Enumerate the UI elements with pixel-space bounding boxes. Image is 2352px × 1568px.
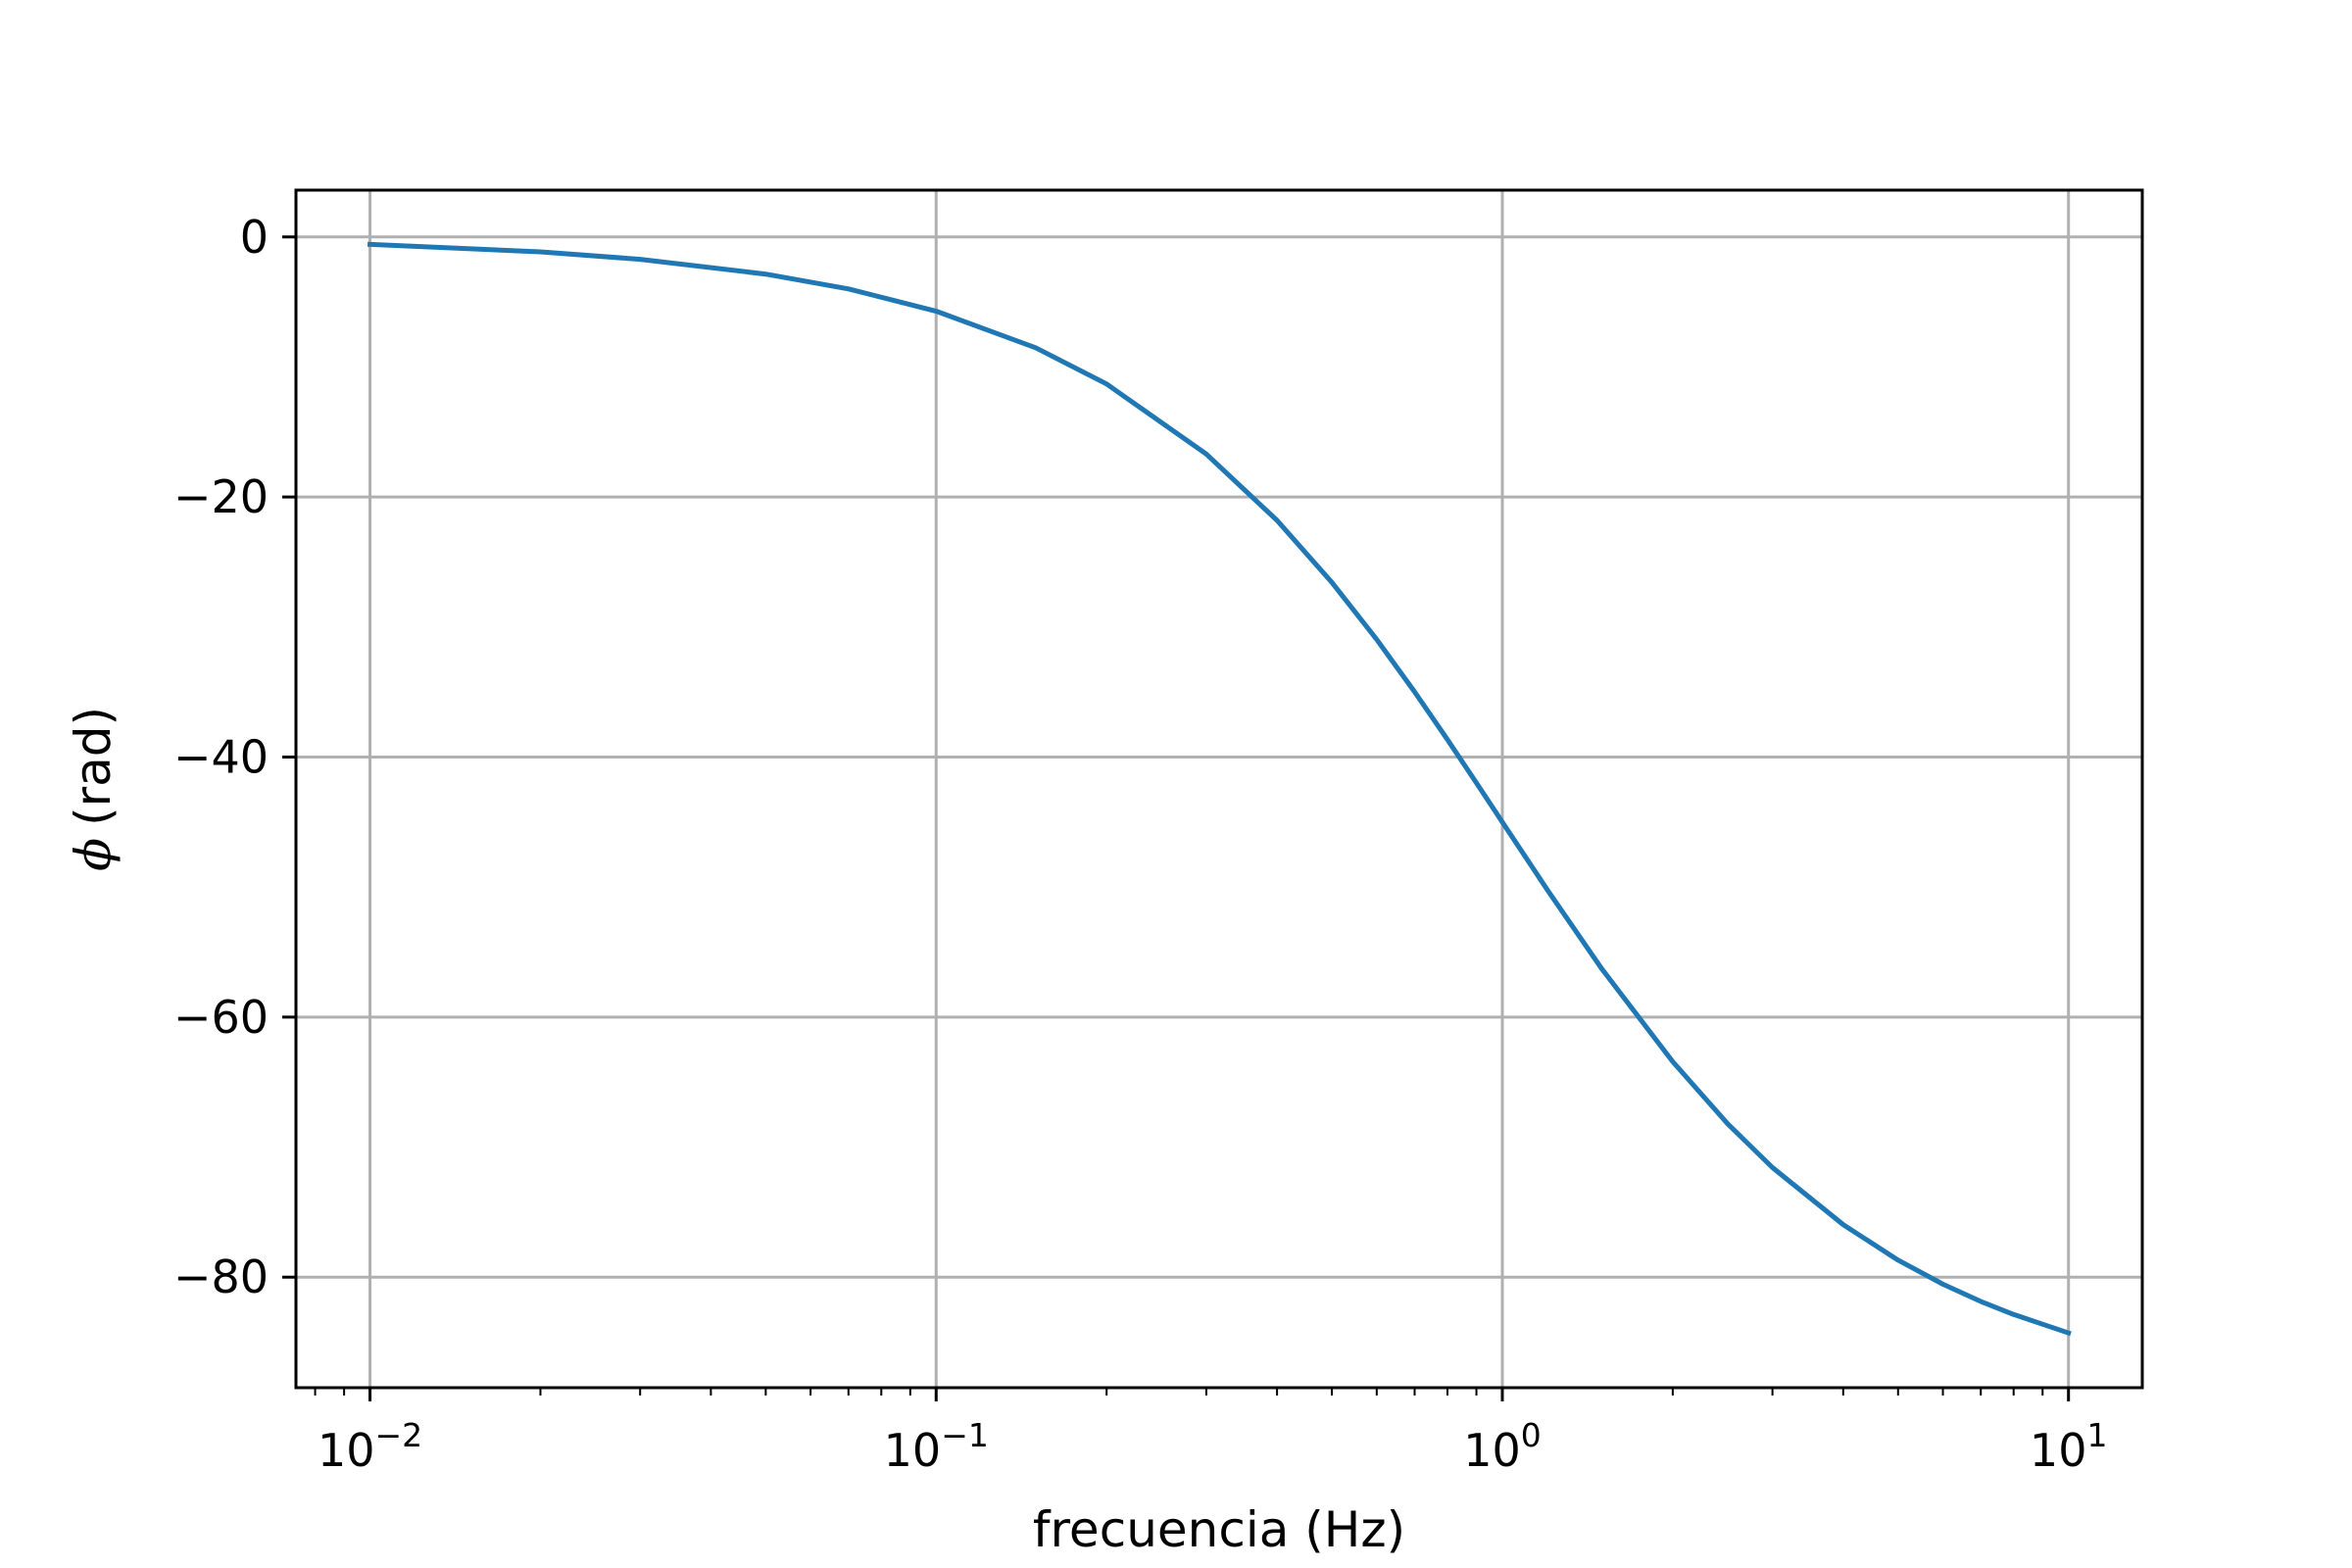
x-tick-label: 100 (1463, 1416, 1542, 1477)
x-tick-label-exponent: −2 (374, 1416, 422, 1454)
plot-frame (294, 188, 2144, 1390)
x-tick-label-base: 10 (884, 1424, 942, 1477)
x-tick-label-base: 10 (2030, 1424, 2087, 1477)
x-tick-label: 10−2 (318, 1416, 422, 1477)
grid (296, 190, 2142, 1388)
y-tick-label: −60 (173, 991, 269, 1044)
series-layer (367, 241, 2072, 1337)
y-tick-label: 0 (240, 211, 269, 264)
y-axis-label-unit: (rad) (65, 707, 122, 826)
y-tick-label: −80 (173, 1250, 269, 1303)
x-tick-label: 10−1 (884, 1416, 989, 1477)
x-tick-label-base: 10 (1463, 1424, 1521, 1477)
y-tick-label: −20 (173, 470, 269, 523)
series-line (367, 241, 2072, 1337)
x-tick-label-exponent: 1 (2086, 1416, 2107, 1454)
y-tick-label: −40 (173, 730, 269, 783)
x-axis-label: frecuencia (Hz) (1033, 1501, 1405, 1558)
x-tick-label: 101 (2030, 1416, 2108, 1477)
y-axis-label-symbol: ϕ (65, 838, 122, 871)
x-tick-label-exponent: −1 (941, 1416, 989, 1454)
x-tick-label-exponent: 0 (1521, 1416, 1542, 1454)
y-axis-label: ϕ (rad) (65, 707, 122, 871)
x-tick-label-base: 10 (318, 1424, 375, 1477)
labels: frecuencia (Hz) ϕ (rad) (65, 707, 1405, 1558)
